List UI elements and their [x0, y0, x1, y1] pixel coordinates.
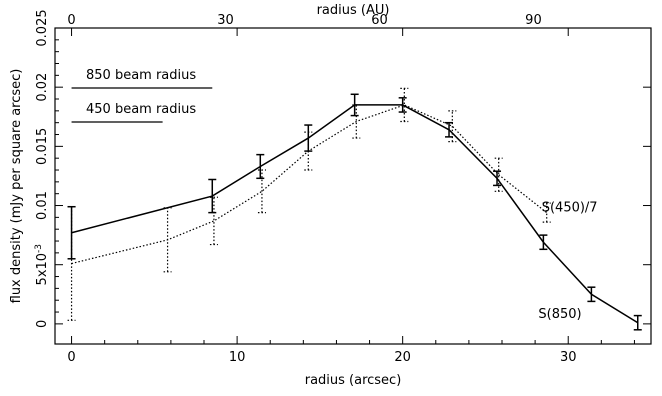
x2-tick-label: 0	[67, 13, 75, 28]
error-bar	[352, 104, 361, 139]
y-tick-label: 0	[35, 320, 50, 328]
legend-label: 850 beam radius	[86, 68, 196, 83]
legend-label: 450 beam radius	[86, 102, 196, 117]
error-bar	[542, 202, 551, 223]
x-axis-label: radius (arcsec)	[305, 373, 402, 388]
x-tick-label: 20	[394, 350, 411, 365]
series-line-1	[71, 104, 548, 265]
x2-axis-label: radius (AU)	[317, 3, 390, 18]
y-tick-label: 0.025	[35, 9, 50, 46]
x-tick-label: 10	[229, 350, 246, 365]
error-bar	[494, 157, 503, 192]
y-tick-label: 5x10-3	[34, 244, 50, 286]
x-tick-label: 0	[67, 350, 75, 365]
y-tick-label: 0.015	[35, 128, 50, 165]
y-axis-label: flux density (mJy per square arcsec)	[9, 69, 24, 304]
x-tick-label: 30	[560, 350, 577, 365]
x2-tick-label: 90	[525, 13, 542, 28]
x2-tick-label: 30	[217, 13, 234, 28]
y-tick-label: 0.01	[35, 191, 50, 220]
y-tick-label: 0.02	[35, 73, 50, 102]
x2-tick-label: 60	[371, 13, 388, 28]
error-bar	[209, 196, 218, 246]
series-annotation: S(850)	[538, 307, 581, 322]
plot-frame	[54, 27, 652, 345]
series-annotation: S(450)/7	[542, 200, 598, 215]
error-bar	[400, 87, 409, 123]
